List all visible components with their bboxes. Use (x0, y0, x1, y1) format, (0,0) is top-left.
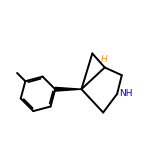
Polygon shape (55, 87, 81, 91)
Text: NH: NH (119, 89, 133, 98)
Text: H: H (101, 55, 107, 64)
